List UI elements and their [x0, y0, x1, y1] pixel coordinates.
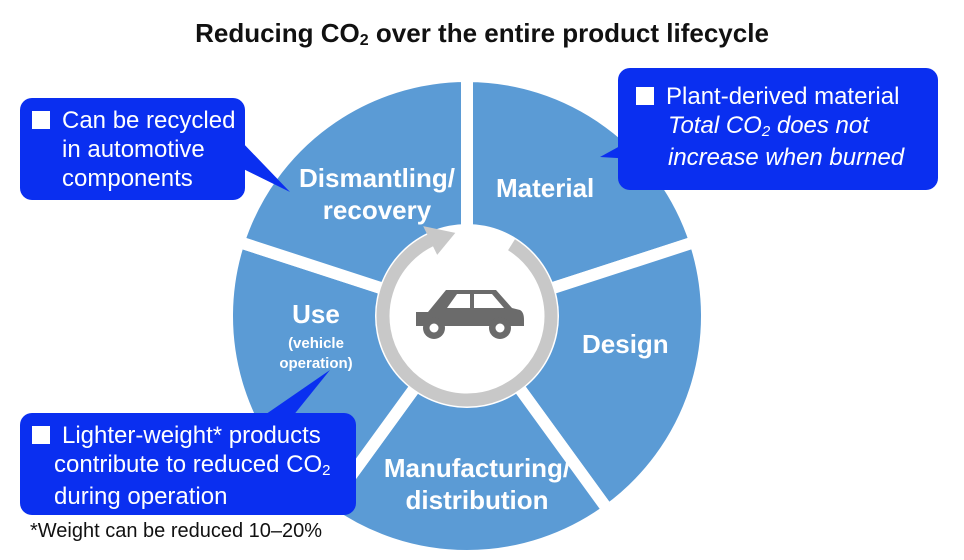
- stage-dismantling-line2: recovery: [322, 195, 432, 225]
- stage-dismantling-label: Dismantling/ recovery: [292, 162, 462, 226]
- stage-use-label: Use: [292, 299, 340, 329]
- stage-manufacturing-label: Manufacturing/ distribution: [372, 452, 582, 516]
- bullet-square-icon: [636, 87, 654, 105]
- stage-use-sublabel: (vehicle operation): [279, 335, 353, 372]
- stage-material-label: Material: [496, 173, 595, 203]
- callout-plant-line3: increase when burned: [668, 144, 905, 171]
- callout-recycle-line1: Can be recycled: [32, 106, 245, 135]
- cycle-arrow: [376, 232, 558, 407]
- stage-manufacturing-line2: distribution: [405, 485, 549, 515]
- bullet-square-icon: [32, 426, 50, 444]
- callout-lighter-line2: contribute to reduced CO2: [54, 451, 331, 479]
- page-title: Reducing CO2 over the entire product lif…: [195, 18, 769, 49]
- callout-plant-heading: Plant-derived material: [636, 82, 938, 111]
- footnote: *Weight can be reduced 10–20%: [30, 520, 323, 542]
- stage-manufacturing-line1: Manufacturing/: [383, 453, 571, 483]
- callout-lighter-line3: during operation: [54, 483, 228, 510]
- car-icon: [416, 290, 524, 339]
- callout-plant-line2: Total CO2 does not: [668, 112, 869, 140]
- stage-design-label: Design: [582, 329, 669, 359]
- stage-dismantling-line1: Dismantling/: [298, 163, 455, 193]
- callout-recycle-line3: components: [62, 165, 193, 192]
- callout-lighter-line1: Lighter-weight* products: [32, 421, 356, 450]
- callout-lighter-weight: Lighter-weight* products contribute to r…: [20, 413, 356, 515]
- cycle-arrowhead: [423, 226, 456, 255]
- callout-plant-derived: Plant-derived material Total CO2 does no…: [618, 68, 938, 190]
- callout-recycle: Can be recycled in automotive components: [20, 98, 245, 200]
- bullet-square-icon: [32, 111, 50, 129]
- callout-recycle-line2: in automotive: [62, 136, 205, 163]
